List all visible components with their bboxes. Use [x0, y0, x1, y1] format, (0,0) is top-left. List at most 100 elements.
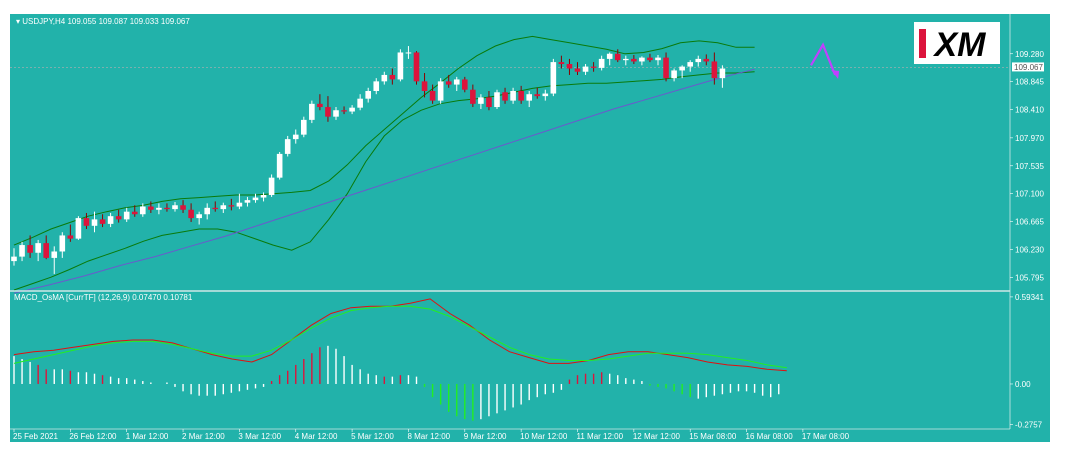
candle-body	[470, 89, 476, 104]
price-tick-label: 105.795	[1015, 273, 1044, 282]
candle-body	[574, 68, 581, 72]
time-tick-label: 9 Mar 12:00	[464, 432, 507, 441]
candle	[140, 203, 146, 217]
candle	[220, 202, 227, 213]
time-tick-label: 17 Mar 08:00	[802, 432, 850, 441]
candle-body	[99, 219, 106, 224]
candle	[381, 71, 388, 85]
candle	[35, 239, 41, 262]
candle	[148, 201, 154, 213]
candle-body	[67, 235, 74, 239]
candle-body	[43, 243, 49, 258]
candle	[671, 68, 677, 82]
candle	[542, 89, 549, 101]
candle	[453, 76, 460, 91]
candle-body	[534, 94, 541, 97]
candle-body	[671, 70, 677, 79]
price-chart-title: ▾ USDJPY,H4 109.055 109.087 109.033 109.…	[16, 17, 190, 26]
candle-body	[131, 211, 138, 215]
candle-body	[502, 92, 508, 101]
current-price-marker: 109.067	[1012, 62, 1044, 72]
candle	[445, 74, 452, 88]
candle-body	[639, 57, 645, 62]
candle	[470, 84, 476, 108]
candle	[260, 192, 267, 202]
price-tick-label: 106.230	[1015, 246, 1044, 255]
candle	[123, 207, 130, 222]
candle	[606, 52, 613, 66]
candle	[115, 209, 122, 223]
candle-body	[679, 66, 685, 71]
candle-body	[220, 205, 227, 210]
candle	[413, 51, 420, 85]
svg-text:109.067: 109.067	[1014, 63, 1043, 72]
candle-body	[35, 243, 41, 253]
candle-body	[325, 107, 331, 117]
candle-body	[91, 219, 98, 226]
price-tick-label: 107.100	[1015, 190, 1044, 199]
candle	[614, 49, 621, 63]
chart-menu-icon[interactable]: ▾	[16, 17, 22, 26]
candle	[51, 246, 58, 274]
time-tick-label: 2 Mar 12:00	[182, 432, 225, 441]
candle-body	[164, 207, 170, 210]
candle	[478, 94, 484, 109]
time-axis: 25 Feb 2021 26 Feb 12:00 1 Mar 12:00 2 Mar …	[13, 429, 850, 441]
xm-logo: XM	[914, 22, 1000, 64]
candle	[180, 200, 186, 213]
candle	[647, 53, 653, 63]
time-tick-label: 8 Mar 12:00	[407, 432, 450, 441]
candle-body	[663, 57, 669, 79]
time-tick-label: 1 Mar 12:00	[126, 432, 169, 441]
candle	[494, 89, 500, 109]
candle-body	[357, 98, 363, 108]
candle-body	[437, 81, 444, 101]
candle	[566, 58, 573, 75]
candle-body	[59, 235, 66, 252]
time-tick-label: 3 Mar 12:00	[238, 432, 281, 441]
candle	[550, 58, 557, 97]
candle-body	[429, 90, 436, 101]
candle	[719, 65, 726, 88]
price-axis: 109.280 108.845 108.410 107.970 107.535 107.1…	[1010, 50, 1044, 282]
candle-body	[27, 245, 33, 253]
candle	[301, 116, 307, 138]
candle-body	[212, 207, 219, 210]
signal-line	[13, 305, 787, 369]
candle	[623, 55, 629, 66]
candle	[27, 235, 33, 258]
candle-body	[188, 209, 194, 219]
macd-chart-title: MACD_OsMA [CurrTF] (12,26,9) 0.07470 0.1…	[14, 293, 193, 302]
macd-axis: 0.59341 0.00 -0.2757	[1010, 293, 1044, 429]
candle	[156, 203, 162, 215]
time-tick-label: 10 Mar 12:00	[520, 432, 568, 441]
candle-body	[236, 202, 243, 207]
candle	[309, 100, 315, 124]
candle	[131, 205, 138, 217]
candle	[526, 90, 532, 108]
candle-body	[284, 139, 291, 154]
price-tick-label: 109.280	[1015, 50, 1044, 59]
candle-body	[478, 97, 484, 104]
candle-body	[558, 62, 565, 65]
candle-body	[550, 62, 557, 94]
candle-body	[301, 119, 307, 135]
candle-body	[462, 79, 468, 90]
candle-body	[445, 81, 452, 85]
candle	[59, 232, 66, 258]
candle	[687, 60, 693, 72]
lower-bollinger-band	[13, 71, 755, 291]
candle	[421, 73, 428, 98]
candle	[236, 193, 243, 210]
candle-body	[51, 251, 58, 258]
candle-body	[703, 58, 710, 62]
candle	[276, 151, 283, 180]
time-tick-label: 11 Mar 12:00	[577, 432, 624, 441]
candle	[631, 55, 637, 65]
macd-tick-label: -0.2757	[1015, 420, 1043, 429]
candle-body	[148, 206, 154, 210]
candle-body	[695, 58, 702, 63]
candle	[582, 64, 589, 75]
time-tick-label: 25 Feb 2021	[13, 432, 58, 441]
candle-body	[196, 214, 202, 219]
